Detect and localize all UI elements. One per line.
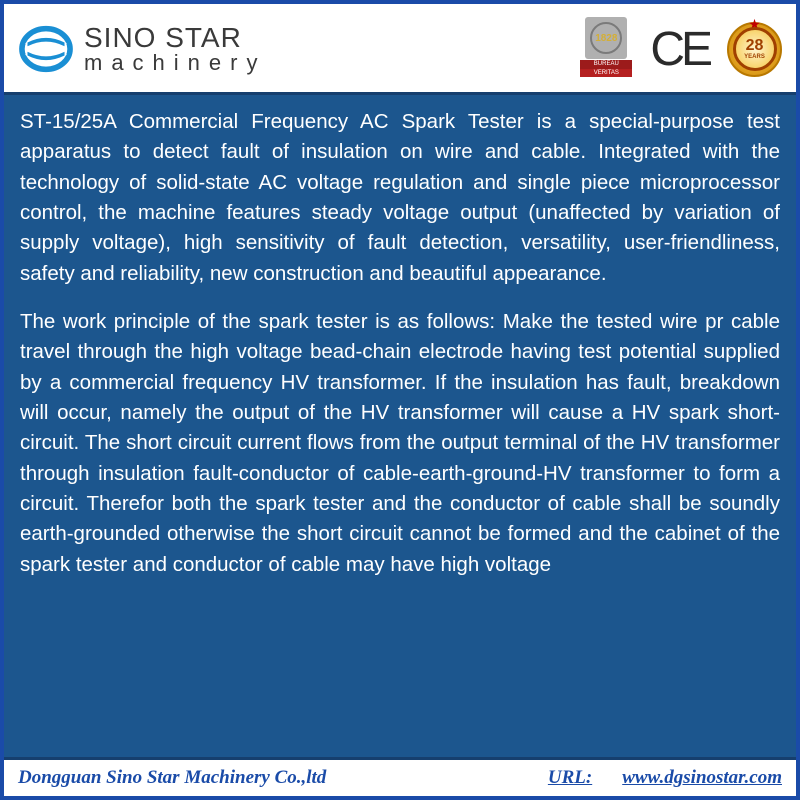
bureau-veritas-badge: 1828 BUREAU VERITAS xyxy=(580,17,632,81)
years-number: 28 xyxy=(746,38,764,54)
logo-icon xyxy=(18,24,74,74)
url-value: www.dgsinostar.com xyxy=(622,767,782,789)
company-logo: SINO STAR machinery xyxy=(18,24,266,74)
header: SINO STAR machinery 1828 BUREAU VERITAS … xyxy=(4,4,796,92)
bureau-seal-icon: 1828 xyxy=(585,17,627,59)
company-name: Dongguan Sino Star Machinery Co.,ltd xyxy=(18,767,326,789)
ce-mark-icon: CE xyxy=(650,22,709,77)
bureau-label-2: VERITAS xyxy=(580,69,632,78)
footer: Dongguan Sino Star Machinery Co.,ltd URL… xyxy=(4,760,796,796)
logo-text-top: SINO STAR xyxy=(84,24,266,52)
bureau-year: 1828 xyxy=(595,33,617,44)
description-body: ST-15/25A Commercial Frequency AC Spark … xyxy=(4,92,796,760)
logo-text: SINO STAR machinery xyxy=(84,24,266,74)
paragraph-1: ST-15/25A Commercial Frequency AC Spark … xyxy=(20,107,780,289)
years-badge: ★ 28 YEARS xyxy=(727,22,782,77)
logo-text-bottom: machinery xyxy=(84,52,266,74)
bureau-labels: BUREAU VERITAS xyxy=(580,60,632,77)
years-label: YEARS xyxy=(744,54,765,60)
paragraph-2: The work principle of the spark tester i… xyxy=(20,307,780,580)
document-frame: SINO STAR machinery 1828 BUREAU VERITAS … xyxy=(0,0,800,800)
url-label: URL: xyxy=(548,767,592,789)
bureau-label-1: BUREAU xyxy=(580,60,632,69)
certification-badges: 1828 BUREAU VERITAS CE ★ 28 YEARS xyxy=(580,17,782,81)
